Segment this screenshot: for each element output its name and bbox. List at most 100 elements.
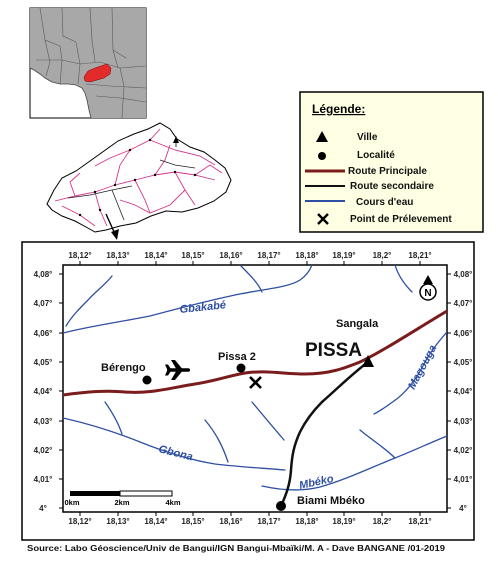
river-gbona: [63, 417, 286, 471]
north-arrow-icon: N: [419, 275, 437, 301]
longitude-label: 18,2°: [373, 517, 392, 526]
scale-segment: [70, 491, 120, 496]
longitude-label: 18,16°: [219, 251, 242, 260]
scale-label: 0km: [64, 498, 79, 507]
river-tributary: [394, 265, 413, 293]
river-tributary: [104, 401, 123, 435]
latitude-label: 4,07°: [454, 299, 473, 308]
latitude-label: 4,08°: [34, 270, 53, 279]
river-label-gbakabe: Gbakabé: [179, 299, 226, 316]
river-tributary: [204, 419, 229, 463]
scale-label: 4km: [165, 498, 180, 507]
latitude-label: 4,05°: [454, 358, 473, 367]
longitude-label: 18,2°: [373, 251, 392, 260]
longitude-label: 18,17°: [257, 517, 280, 526]
source-credit: Source: Labo Géoscience/Univ de Bangui/I…: [27, 544, 446, 553]
graticule-left-labels: 4,08° 4,07° 4,06° 4,05° 4,04° 4,03° 4,02…: [34, 270, 53, 513]
legend-box: [299, 91, 484, 233]
legend-cross-symbol: [317, 213, 329, 225]
river-gbakabe: [63, 265, 313, 334]
place-label-berengo: Bérengo: [101, 362, 146, 374]
legend-secondary-road-label: Route secondaire: [350, 181, 434, 192]
latitude-label: 4,03°: [34, 417, 53, 426]
longitude-label: 18,19°: [332, 517, 355, 526]
legend-main-road-label: Route Principale: [348, 166, 427, 177]
legend-river-label: Cours d'eau: [356, 197, 413, 208]
ville-pissa-symbol: [362, 355, 374, 367]
longitude-label: 18,19°: [332, 251, 355, 260]
scale-bar: 0km 2km 4km: [64, 490, 181, 507]
legend: Légende: Ville Localité Route Principale…: [299, 91, 484, 233]
car-outline: [46, 122, 232, 233]
legend-ville-label: Ville: [357, 132, 378, 143]
car-towns: [78, 138, 197, 217]
latitude-label: 4,03°: [454, 417, 473, 426]
sampling-point-cross: [249, 376, 262, 389]
place-label-pissa: PISSA: [305, 340, 362, 361]
legend-localite-label: Localité: [357, 150, 395, 161]
river-tributary: [239, 265, 263, 293]
latitude-label: 4,06°: [454, 329, 473, 338]
latitude-label: 4,01°: [454, 475, 473, 484]
latitude-label: 4,08°: [454, 270, 473, 279]
localite-berengo-symbol: [142, 375, 152, 385]
longitude-label: 18,21°: [408, 517, 431, 526]
latitude-label: 4°: [39, 504, 47, 513]
car-map-north-icon: [173, 136, 179, 147]
latitude-label: 4,04°: [454, 387, 473, 396]
place-label-pissa2: Pissa 2: [218, 351, 256, 363]
longitude-label: 18,14°: [144, 251, 167, 260]
longitude-label: 18,14°: [144, 517, 167, 526]
longitude-label: 18,16°: [219, 517, 242, 526]
longitude-label: 18,17°: [257, 251, 280, 260]
rivers: [63, 265, 447, 491]
longitude-label: 18,15°: [181, 251, 204, 260]
river-magouga: [373, 331, 447, 415]
graticule-right-labels: 4,08° 4,07° 4,06° 4,05° 4,04° 4,03° 4,02…: [454, 270, 473, 513]
longitude-label: 18,13°: [106, 251, 129, 260]
locator-arrow: [105, 213, 119, 240]
longitude-label: 18,15°: [181, 517, 204, 526]
place-label-sangala: Sangala: [336, 318, 379, 330]
scale-segment: [119, 490, 173, 497]
main-road: [63, 309, 447, 397]
river-tributary: [65, 275, 113, 327]
graticule-top-labels: 18,12° 18,13° 18,14° 18,15° 18,16° 18,17…: [68, 251, 431, 260]
main-map: 18,12° 18,13° 18,14° 18,15° 18,16° 18,17…: [21, 241, 475, 541]
latitude-label: 4,06°: [34, 329, 53, 338]
latitude-label: 4,04°: [34, 387, 53, 396]
car-main-roads: [67, 159, 196, 221]
car-road-map: [46, 122, 232, 240]
legend-sampling-point-label: Point de Prélevement: [350, 214, 452, 225]
airplane-icon: [165, 360, 190, 380]
graticule-ticks: [59, 261, 451, 516]
north-label: N: [424, 288, 431, 299]
longitude-label: 18,13°: [106, 517, 129, 526]
longitude-label: 18,12°: [68, 251, 91, 260]
place-label-biami-mbeko: Biami Mbéko: [297, 495, 365, 507]
car-highlight: [83, 63, 112, 83]
longitude-label: 18,18°: [295, 517, 318, 526]
country-borders: [36, 8, 146, 118]
latitude-label: 4,05°: [34, 358, 53, 367]
legend-ville-symbol: [316, 131, 328, 142]
scale-label: 2km: [114, 498, 129, 507]
longitude-label: 18,18°: [295, 251, 318, 260]
longitude-label: 18,12°: [68, 517, 91, 526]
latitude-label: 4,02°: [34, 446, 53, 455]
longitude-label: 18,21°: [408, 251, 431, 260]
graticule-bottom-labels: 18,12° 18,13° 18,14° 18,15° 18,16° 18,17…: [68, 517, 431, 526]
localite-pissa2-symbol: [236, 363, 246, 373]
main-map-inner-frame: [62, 264, 448, 513]
river-tributary: [359, 429, 396, 459]
legend-title: Légende:: [312, 102, 365, 116]
river-mbeko: [261, 435, 447, 491]
latitude-label: 4°: [459, 504, 467, 513]
secondary-road: [279, 360, 370, 508]
latitude-label: 4,07°: [34, 299, 53, 308]
localite-biami-symbol: [276, 501, 286, 511]
africa-inset-map: [29, 7, 147, 119]
latitude-label: 4,01°: [34, 475, 53, 484]
latitude-label: 4,02°: [454, 446, 473, 455]
